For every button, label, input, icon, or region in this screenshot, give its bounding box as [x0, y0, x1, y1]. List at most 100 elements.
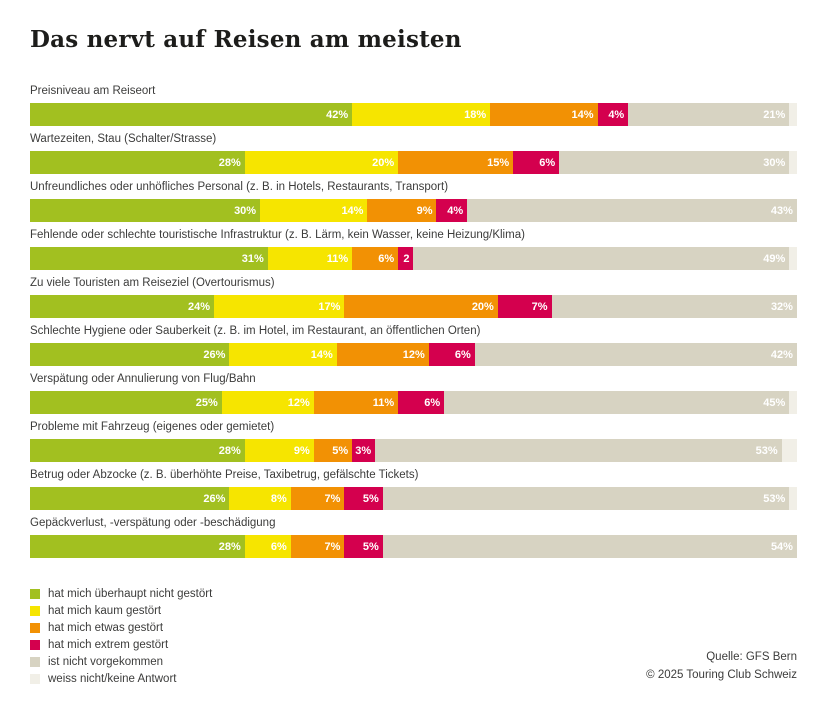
bar-segment: 24%: [30, 295, 215, 318]
segment-value-label: 6%: [270, 540, 287, 553]
segment-value-label: 4%: [447, 204, 464, 217]
bar-segment: 2: [398, 247, 414, 270]
bar-segment: 5%: [313, 439, 353, 462]
bar-segment: [789, 247, 797, 270]
bar-row: Zu viele Touristen am Reiseziel (Overtou…: [30, 277, 797, 318]
segment-value-label: 14%: [310, 348, 333, 361]
legend-label: weiss nicht/keine Antwort: [48, 673, 177, 685]
category-label: Preisniveau am Reiseort: [30, 85, 156, 97]
bar-segment: 42%: [30, 103, 353, 126]
page: Das nervt auf Reisen am meisten Preisniv…: [30, 26, 797, 690]
bar-segment: 26%: [30, 343, 230, 366]
bar-segment: 6%: [352, 247, 399, 270]
category-label: Wartezeiten, Stau (Schalter/Strasse): [30, 133, 217, 145]
bar-segment: 49%: [413, 247, 790, 270]
segment-value-label: 24%: [188, 300, 211, 313]
bar-segment: 53%: [375, 439, 782, 462]
segment-value-label: 26%: [203, 348, 226, 361]
legend-swatch-icon: [30, 589, 40, 599]
stacked-bar: 31% 11% 6% 2 49%: [30, 247, 797, 270]
bar-segment: 54%: [382, 535, 797, 558]
bar-segment: 7%: [290, 535, 345, 558]
bar-row: Verspätung oder Annulierung von Flug/Bah…: [30, 373, 797, 414]
bar-row: Probleme mit Fahrzeug (eigenes oder gemi…: [30, 421, 797, 462]
segment-value-label: 6%: [378, 252, 395, 265]
category-label: Verspätung oder Annulierung von Flug/Bah…: [30, 373, 256, 385]
segment-value-label: 3%: [355, 444, 372, 457]
segment-value-label: 30%: [763, 156, 786, 169]
segment-value-label: 42%: [770, 348, 793, 361]
bar-segment: 32%: [551, 295, 797, 318]
legend: hat mich überhaupt nicht gestört hat mich…: [30, 588, 212, 690]
legend-label: hat mich kaum gestört: [48, 605, 162, 617]
segment-value-label: 14%: [341, 204, 364, 217]
bar-row: Schlechte Hygiene oder Sauberkeit (z. B.…: [30, 325, 797, 366]
segment-value-label: 20%: [471, 300, 494, 313]
segment-value-label: 26%: [203, 492, 226, 505]
bar-segment: [789, 391, 797, 414]
bar-segment: 3%: [352, 439, 376, 462]
bar-segment: [789, 487, 797, 510]
bar-segment: 7%: [497, 295, 552, 318]
legend-item: hat mich extrem gestört: [30, 639, 212, 651]
segment-value-label: 28%: [218, 444, 241, 457]
bar-segment: 11%: [267, 247, 353, 270]
footer: Quelle: GFS Bern © 2025 Touring Club Sch…: [646, 648, 797, 690]
bar-segment: 45%: [444, 391, 790, 414]
bar-segment: 14%: [490, 103, 598, 126]
bar-segment: 5%: [344, 487, 383, 510]
stacked-bar: 26% 14% 12% 6% 42%: [30, 343, 797, 366]
bar-segment: 53%: [382, 487, 790, 510]
legend-swatch-icon: [30, 623, 40, 633]
legend-item: weiss nicht/keine Antwort: [30, 673, 212, 685]
segment-value-label: 20%: [372, 156, 395, 169]
bar-segment: 9%: [367, 199, 437, 222]
bar-segment: [789, 103, 797, 126]
segment-value-label: 4%: [608, 108, 625, 121]
stacked-bar: 28% 9% 5% 3% 53%: [30, 439, 797, 462]
stacked-bar: 30% 14% 9% 4% 43%: [30, 199, 797, 222]
bar-segment: 31%: [30, 247, 268, 270]
category-label: Fehlende oder schlechte touristische Inf…: [30, 229, 525, 241]
stacked-bar: 42% 18% 14% 4% 21%: [30, 103, 797, 126]
bar-row: Unfreundliches oder unhöfliches Personal…: [30, 181, 797, 222]
bar-segment: 17%: [214, 295, 345, 318]
legend-label: hat mich etwas gestört: [48, 622, 164, 634]
bar-segment: 4%: [597, 103, 629, 126]
bar-segment: 21%: [628, 103, 790, 126]
category-label: Gepäckverlust, -verspätung oder -beschäd…: [30, 517, 276, 529]
segment-value-label: 9%: [293, 444, 310, 457]
segment-value-label: 32%: [770, 300, 793, 313]
bar-segment: 42%: [474, 343, 797, 366]
bar-segment: 6%: [244, 535, 291, 558]
segment-value-label: 17%: [318, 300, 341, 313]
category-label: Betrug oder Abzocke (z. B. überhöhte Pre…: [30, 469, 419, 481]
segment-value-label: 14%: [571, 108, 594, 121]
bar-segment: 4%: [436, 199, 468, 222]
segment-value-label: 49%: [763, 252, 786, 265]
segment-value-label: 7%: [531, 300, 548, 313]
segment-value-label: 11%: [372, 396, 395, 409]
segment-value-label: 9%: [416, 204, 433, 217]
segment-value-label: 5%: [362, 492, 379, 505]
legend-swatch-icon: [30, 674, 40, 684]
segment-value-label: 6%: [539, 156, 556, 169]
bar-segment: 25%: [30, 391, 222, 414]
segment-value-label: 5%: [332, 444, 349, 457]
bar-segment: 18%: [352, 103, 491, 126]
stacked-bar: 24% 17% 20% 7% 32%: [30, 295, 797, 318]
legend-swatch-icon: [30, 640, 40, 650]
category-label: Probleme mit Fahrzeug (eigenes oder gemi…: [30, 421, 275, 433]
legend-label: ist nicht vorgekommen: [48, 656, 164, 668]
bar-segment: 12%: [336, 343, 429, 366]
bar-segment: 30%: [559, 151, 790, 174]
copyright-text: © 2025 Touring Club Schweiz: [646, 669, 797, 681]
category-label: Schlechte Hygiene oder Sauberkeit (z. B.…: [30, 325, 481, 337]
bar-segment: 6%: [428, 343, 475, 366]
segment-value-label: 53%: [763, 492, 786, 505]
bar-segment: 26%: [30, 487, 230, 510]
legend-label: hat mich extrem gestört: [48, 639, 169, 651]
segment-value-label: 7%: [324, 492, 341, 505]
bar-segment: 14%: [260, 199, 368, 222]
stacked-bar: 25% 12% 11% 6% 45%: [30, 391, 797, 414]
